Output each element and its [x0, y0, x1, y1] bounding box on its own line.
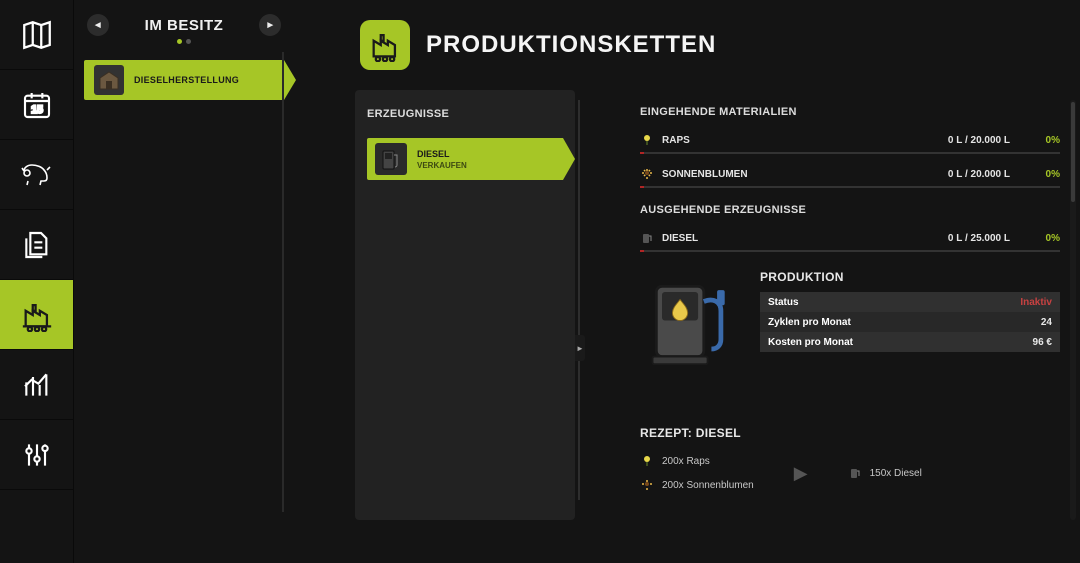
product-item-text: DIESEL VERKAUFEN	[417, 149, 467, 170]
product-name: DIESEL	[417, 149, 467, 159]
fuel-icon	[640, 231, 654, 245]
fuel-icon	[848, 466, 862, 480]
canola-icon	[640, 133, 654, 147]
material-row: SONNENBLUMEN 0 L / 20.000 L 0%	[640, 162, 1060, 186]
sidebar-item-contracts[interactable]	[0, 210, 73, 280]
sidebar-item-calendar[interactable]: 15	[0, 70, 73, 140]
prod-label: Kosten pro Monat	[768, 337, 853, 348]
products-panel: ERZEUGNISSE DIESEL VERKAUFEN	[355, 90, 575, 520]
chain-item-label: DIESELHERSTELLUNG	[134, 75, 239, 85]
material-amount: 0 L / 20.000 L	[948, 135, 1010, 146]
recipe-input-line: 200x Sonnenblumen	[640, 478, 754, 492]
product-item[interactable]: DIESEL VERKAUFEN	[367, 138, 563, 180]
fuel-pump-image	[640, 270, 740, 370]
material-amount: 0 L / 25.000 L	[948, 233, 1010, 244]
canola-icon	[640, 454, 654, 468]
material-bar	[640, 250, 1060, 252]
sidebar-item-production[interactable]	[0, 280, 73, 350]
scrollbar-thumb[interactable]	[1071, 102, 1075, 202]
sidebar-item-map[interactable]	[0, 0, 73, 70]
recipe-input-line: 200x Raps	[640, 454, 754, 468]
sliders-icon	[21, 439, 53, 471]
sidebar-item-animals[interactable]	[0, 140, 73, 210]
sunflower-icon	[640, 478, 654, 492]
factory-icon	[20, 298, 54, 332]
scrollbar[interactable]	[1070, 100, 1076, 520]
svg-text:15: 15	[31, 104, 43, 116]
map-icon	[20, 18, 54, 52]
divider	[578, 100, 580, 500]
chain-item[interactable]: DIESELHERSTELLUNG	[84, 60, 284, 100]
production-block: PRODUKTION Status Inaktiv Zyklen pro Mon…	[640, 270, 1060, 370]
production-row: Zyklen pro Monat 24	[760, 312, 1060, 332]
recipe-inputs: 200x Raps 200x Sonnenblumen	[640, 454, 754, 492]
material-pct: 0%	[1036, 233, 1060, 244]
production-row: Kosten pro Monat 96 €	[760, 332, 1060, 352]
owned-title: IM BESITZ	[145, 17, 224, 34]
recipe-output-text: 150x Diesel	[870, 468, 922, 479]
details-panel: EINGEHENDE MATERIALIEN RAPS 0 L / 20.000…	[640, 106, 1060, 492]
material-bar	[640, 186, 1060, 188]
product-action: VERKAUFEN	[417, 161, 467, 170]
recipe-title: REZEPT: DIESEL	[640, 426, 1060, 440]
material-row: RAPS 0 L / 20.000 L 0%	[640, 128, 1060, 152]
sidebar-item-stats[interactable]	[0, 350, 73, 420]
prod-value: 96 €	[1033, 337, 1052, 348]
production-title: PRODUKTION	[760, 270, 1060, 284]
building-icon	[94, 65, 124, 95]
recipe-block: REZEPT: DIESEL 200x Raps 200x Sonnenblum…	[640, 426, 1060, 492]
left-sidebar: 15	[0, 0, 74, 563]
divider	[282, 52, 284, 512]
recipe-input-text: 200x Raps	[662, 456, 710, 467]
sunflower-icon	[640, 167, 654, 181]
material-name: DIESEL	[662, 233, 940, 244]
material-amount: 0 L / 20.000 L	[948, 169, 1010, 180]
owned-header: ◄ IM BESITZ ►	[84, 0, 284, 50]
production-row: Status Inaktiv	[760, 292, 1060, 312]
material-name: RAPS	[662, 135, 940, 146]
material-row: DIESEL 0 L / 25.000 L 0%	[640, 226, 1060, 250]
products-title: ERZEUGNISSE	[367, 108, 563, 120]
production-table: PRODUKTION Status Inaktiv Zyklen pro Mon…	[760, 270, 1060, 370]
sidebar-item-settings[interactable]	[0, 420, 73, 490]
outgoing-title: AUSGEHENDE ERZEUGNISSE	[640, 204, 1060, 216]
owned-panel: ◄ IM BESITZ ► DIESELHERSTELLUNG	[84, 0, 284, 563]
recipe-input-text: 200x Sonnenblumen	[662, 480, 754, 491]
prod-value: 24	[1041, 317, 1052, 328]
documents-icon	[21, 229, 53, 261]
incoming-title: EINGEHENDE MATERIALIEN	[640, 106, 1060, 118]
owned-page-dots	[177, 39, 191, 44]
recipe-output: 150x Diesel	[848, 466, 922, 480]
fuel-pump-icon	[375, 143, 407, 175]
prod-value: Inaktiv	[1020, 297, 1052, 308]
stats-icon	[21, 369, 53, 401]
owned-list: DIESELHERSTELLUNG	[84, 60, 284, 100]
owned-prev-button[interactable]: ◄	[87, 14, 109, 36]
material-bar	[640, 152, 1060, 154]
material-pct: 0%	[1036, 135, 1060, 146]
expand-handle[interactable]: ►	[575, 335, 585, 361]
calendar-icon: 15	[21, 89, 53, 121]
arrow-right-icon: ▶	[794, 463, 808, 484]
cow-icon	[19, 161, 55, 189]
header-factory-icon	[360, 20, 410, 70]
owned-next-button[interactable]: ►	[259, 14, 281, 36]
page-title: PRODUKTIONSKETTEN	[426, 31, 716, 59]
material-name: SONNENBLUMEN	[662, 169, 940, 180]
prod-label: Zyklen pro Monat	[768, 317, 851, 328]
material-pct: 0%	[1036, 169, 1060, 180]
main-header: PRODUKTIONSKETTEN	[360, 20, 716, 70]
prod-label: Status	[768, 297, 799, 308]
